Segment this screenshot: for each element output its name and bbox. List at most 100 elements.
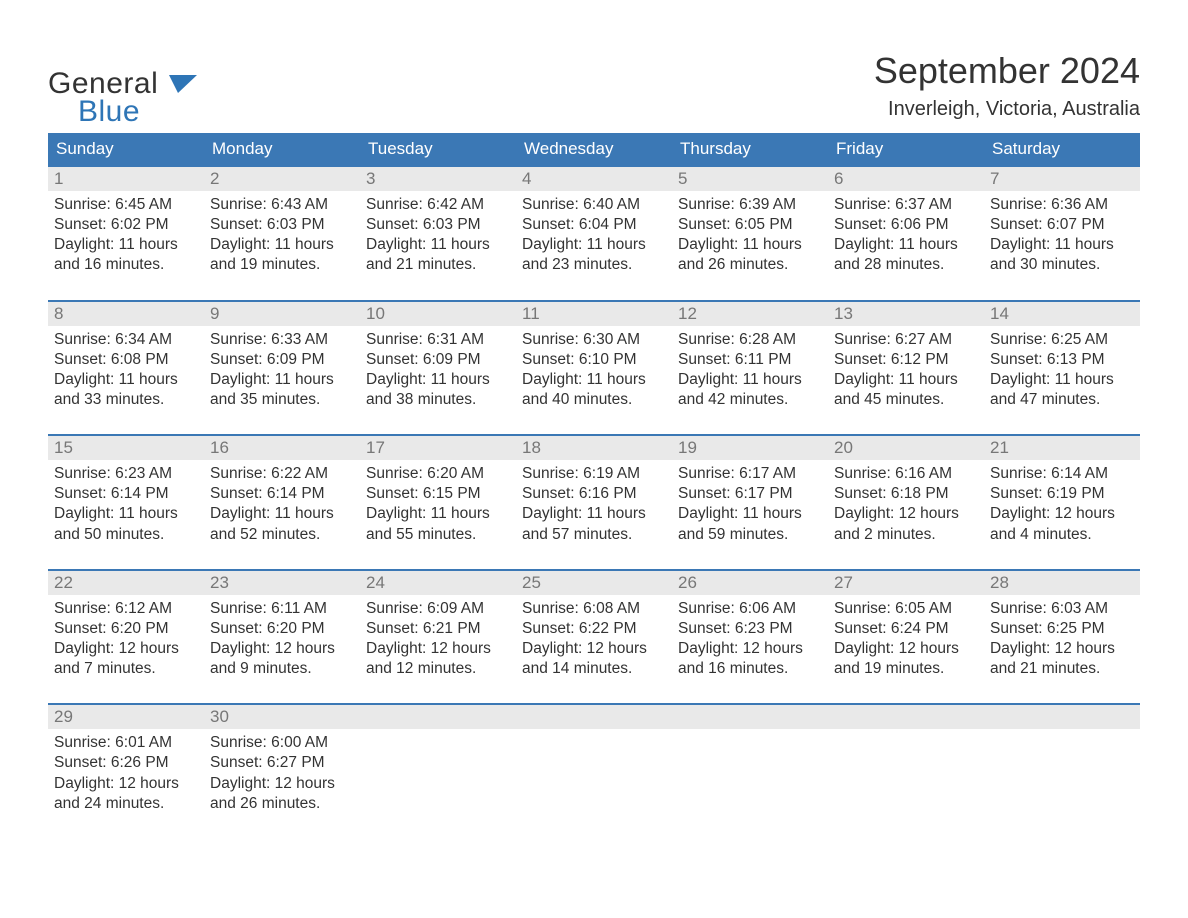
day-cell: 4Sunrise: 6:40 AMSunset: 6:04 PMDaylight… — [516, 167, 672, 300]
day-number: 28 — [984, 571, 1140, 595]
day-cell: 14Sunrise: 6:25 AMSunset: 6:13 PMDayligh… — [984, 302, 1140, 435]
d2-text: and 12 minutes. — [366, 659, 510, 679]
day-number — [360, 705, 516, 729]
day-body: Sunrise: 6:45 AMSunset: 6:02 PMDaylight:… — [48, 191, 204, 276]
day-number: 14 — [984, 302, 1140, 326]
d1-text: Daylight: 12 hours — [990, 504, 1134, 524]
d1-text: Daylight: 12 hours — [366, 639, 510, 659]
sunrise-text: Sunrise: 6:03 AM — [990, 599, 1134, 619]
d2-text: and 7 minutes. — [54, 659, 198, 679]
day-cell: 11Sunrise: 6:30 AMSunset: 6:10 PMDayligh… — [516, 302, 672, 435]
dow-cell: Saturday — [984, 133, 1140, 165]
sunset-text: Sunset: 6:04 PM — [522, 215, 666, 235]
sunrise-text: Sunrise: 6:20 AM — [366, 464, 510, 484]
sunset-text: Sunset: 6:25 PM — [990, 619, 1134, 639]
day-body: Sunrise: 6:09 AMSunset: 6:21 PMDaylight:… — [360, 595, 516, 680]
day-number: 11 — [516, 302, 672, 326]
d1-text: Daylight: 11 hours — [366, 235, 510, 255]
sunrise-text: Sunrise: 6:01 AM — [54, 733, 198, 753]
sunrise-text: Sunrise: 6:43 AM — [210, 195, 354, 215]
d2-text: and 59 minutes. — [678, 525, 822, 545]
sunset-text: Sunset: 6:09 PM — [210, 350, 354, 370]
sunset-text: Sunset: 6:11 PM — [678, 350, 822, 370]
day-cell: 16Sunrise: 6:22 AMSunset: 6:14 PMDayligh… — [204, 436, 360, 569]
d2-text: and 45 minutes. — [834, 390, 978, 410]
d2-text: and 19 minutes. — [210, 255, 354, 275]
d1-text: Daylight: 11 hours — [366, 370, 510, 390]
sunset-text: Sunset: 6:12 PM — [834, 350, 978, 370]
day-number — [828, 705, 984, 729]
sunset-text: Sunset: 6:05 PM — [678, 215, 822, 235]
day-number: 8 — [48, 302, 204, 326]
day-cell — [984, 705, 1140, 838]
week-row: 1Sunrise: 6:45 AMSunset: 6:02 PMDaylight… — [48, 165, 1140, 300]
d2-text: and 28 minutes. — [834, 255, 978, 275]
d1-text: Daylight: 11 hours — [522, 235, 666, 255]
d1-text: Daylight: 12 hours — [834, 639, 978, 659]
header: General Blue September 2024 Inverleigh, … — [48, 50, 1140, 129]
sunset-text: Sunset: 6:18 PM — [834, 484, 978, 504]
day-cell: 21Sunrise: 6:14 AMSunset: 6:19 PMDayligh… — [984, 436, 1140, 569]
d1-text: Daylight: 12 hours — [54, 639, 198, 659]
d2-text: and 21 minutes. — [366, 255, 510, 275]
dow-cell: Friday — [828, 133, 984, 165]
sunrise-text: Sunrise: 6:45 AM — [54, 195, 198, 215]
day-body: Sunrise: 6:30 AMSunset: 6:10 PMDaylight:… — [516, 326, 672, 411]
d1-text: Daylight: 11 hours — [54, 504, 198, 524]
d2-text: and 16 minutes. — [678, 659, 822, 679]
day-body: Sunrise: 6:14 AMSunset: 6:19 PMDaylight:… — [984, 460, 1140, 545]
day-body: Sunrise: 6:34 AMSunset: 6:08 PMDaylight:… — [48, 326, 204, 411]
sunset-text: Sunset: 6:15 PM — [366, 484, 510, 504]
sunrise-text: Sunrise: 6:36 AM — [990, 195, 1134, 215]
sunrise-text: Sunrise: 6:37 AM — [834, 195, 978, 215]
sunset-text: Sunset: 6:03 PM — [366, 215, 510, 235]
day-number — [672, 705, 828, 729]
day-body: Sunrise: 6:42 AMSunset: 6:03 PMDaylight:… — [360, 191, 516, 276]
calendar: SundayMondayTuesdayWednesdayThursdayFrid… — [48, 133, 1140, 838]
sunset-text: Sunset: 6:06 PM — [834, 215, 978, 235]
day-number: 15 — [48, 436, 204, 460]
day-body: Sunrise: 6:11 AMSunset: 6:20 PMDaylight:… — [204, 595, 360, 680]
sunrise-text: Sunrise: 6:22 AM — [210, 464, 354, 484]
dow-cell: Sunday — [48, 133, 204, 165]
day-body: Sunrise: 6:17 AMSunset: 6:17 PMDaylight:… — [672, 460, 828, 545]
d1-text: Daylight: 11 hours — [366, 504, 510, 524]
sunset-text: Sunset: 6:03 PM — [210, 215, 354, 235]
sunset-text: Sunset: 6:21 PM — [366, 619, 510, 639]
d1-text: Daylight: 11 hours — [834, 370, 978, 390]
day-number: 10 — [360, 302, 516, 326]
sunrise-text: Sunrise: 6:08 AM — [522, 599, 666, 619]
day-cell: 9Sunrise: 6:33 AMSunset: 6:09 PMDaylight… — [204, 302, 360, 435]
day-body: Sunrise: 6:31 AMSunset: 6:09 PMDaylight:… — [360, 326, 516, 411]
logo: General Blue — [48, 67, 197, 129]
d2-text: and 26 minutes. — [678, 255, 822, 275]
sunset-text: Sunset: 6:14 PM — [210, 484, 354, 504]
day-cell: 20Sunrise: 6:16 AMSunset: 6:18 PMDayligh… — [828, 436, 984, 569]
sunrise-text: Sunrise: 6:23 AM — [54, 464, 198, 484]
day-body: Sunrise: 6:39 AMSunset: 6:05 PMDaylight:… — [672, 191, 828, 276]
sunrise-text: Sunrise: 6:12 AM — [54, 599, 198, 619]
day-cell — [672, 705, 828, 838]
d2-text: and 50 minutes. — [54, 525, 198, 545]
day-cell — [360, 705, 516, 838]
day-body: Sunrise: 6:12 AMSunset: 6:20 PMDaylight:… — [48, 595, 204, 680]
sunrise-text: Sunrise: 6:05 AM — [834, 599, 978, 619]
day-cell: 8Sunrise: 6:34 AMSunset: 6:08 PMDaylight… — [48, 302, 204, 435]
sunrise-text: Sunrise: 6:28 AM — [678, 330, 822, 350]
day-cell: 23Sunrise: 6:11 AMSunset: 6:20 PMDayligh… — [204, 571, 360, 704]
day-number: 4 — [516, 167, 672, 191]
flag-icon — [169, 67, 197, 101]
d2-text: and 30 minutes. — [990, 255, 1134, 275]
day-number: 19 — [672, 436, 828, 460]
sunrise-text: Sunrise: 6:39 AM — [678, 195, 822, 215]
day-cell: 12Sunrise: 6:28 AMSunset: 6:11 PMDayligh… — [672, 302, 828, 435]
d1-text: Daylight: 12 hours — [522, 639, 666, 659]
day-body: Sunrise: 6:05 AMSunset: 6:24 PMDaylight:… — [828, 595, 984, 680]
day-body: Sunrise: 6:28 AMSunset: 6:11 PMDaylight:… — [672, 326, 828, 411]
day-body: Sunrise: 6:23 AMSunset: 6:14 PMDaylight:… — [48, 460, 204, 545]
d2-text: and 14 minutes. — [522, 659, 666, 679]
d2-text: and 16 minutes. — [54, 255, 198, 275]
d1-text: Daylight: 11 hours — [834, 235, 978, 255]
day-number — [984, 705, 1140, 729]
day-cell: 29Sunrise: 6:01 AMSunset: 6:26 PMDayligh… — [48, 705, 204, 838]
